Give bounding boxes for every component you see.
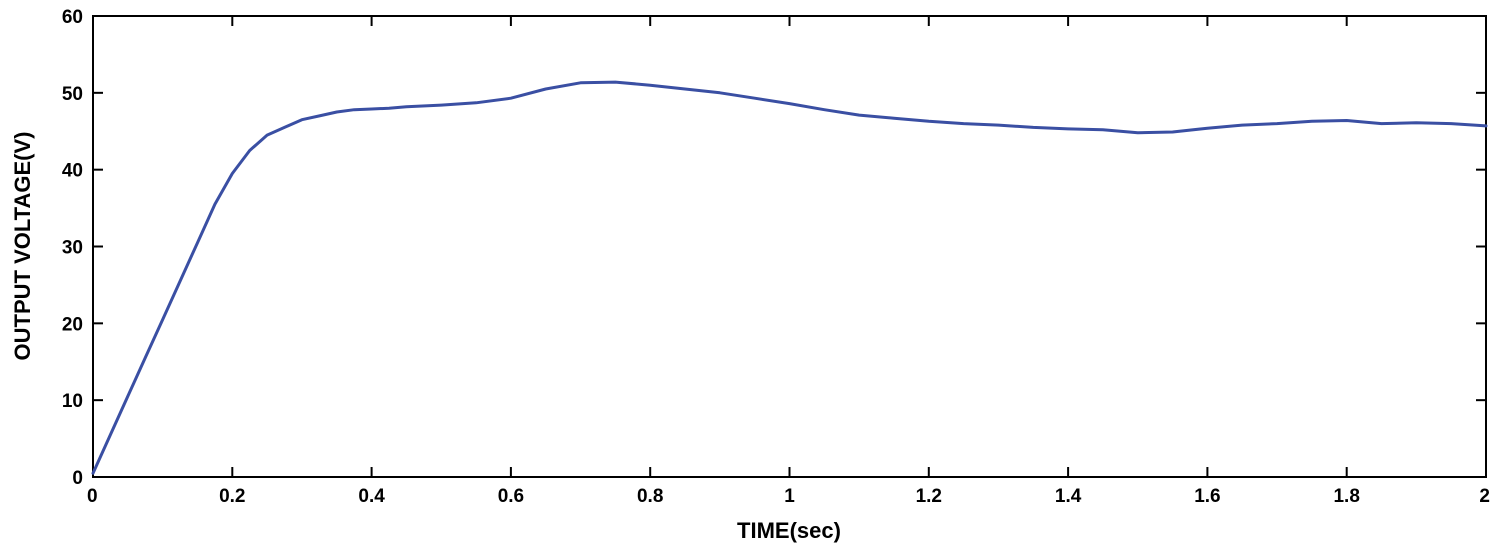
x-tick-label: 1.8 bbox=[1333, 486, 1359, 507]
x-axis-title: TIME(sec) bbox=[737, 518, 841, 543]
y-tick-label: 20 bbox=[62, 314, 83, 335]
y-tick-label: 60 bbox=[62, 7, 83, 28]
y-tick-label: 50 bbox=[62, 84, 83, 105]
x-tick-label: 1.4 bbox=[1055, 486, 1082, 507]
series-line bbox=[91, 80, 1488, 475]
x-tick-label: 0.8 bbox=[637, 486, 663, 507]
x-tick-label: 1.2 bbox=[916, 486, 942, 507]
x-tick-label: 0 bbox=[87, 486, 98, 507]
x-tick-label: 0.6 bbox=[498, 486, 524, 507]
y-axis-title: OUTPUT VOLTAGE(V) bbox=[10, 132, 35, 361]
x-tick-label: 0.4 bbox=[358, 486, 385, 507]
plot-frame bbox=[92, 15, 1487, 478]
y-tick-label: 40 bbox=[62, 161, 83, 182]
x-tick-label: 0.2 bbox=[219, 486, 245, 507]
y-tick-label: 30 bbox=[62, 238, 83, 259]
y-tick-label: 10 bbox=[62, 391, 83, 412]
x-tick-label: 1.6 bbox=[1194, 486, 1220, 507]
axis-ticks bbox=[92, 15, 1487, 478]
x-tick-label: 1 bbox=[784, 486, 795, 507]
x-tick-label: 2 bbox=[1479, 486, 1490, 507]
y-tick-label: 0 bbox=[72, 468, 83, 489]
